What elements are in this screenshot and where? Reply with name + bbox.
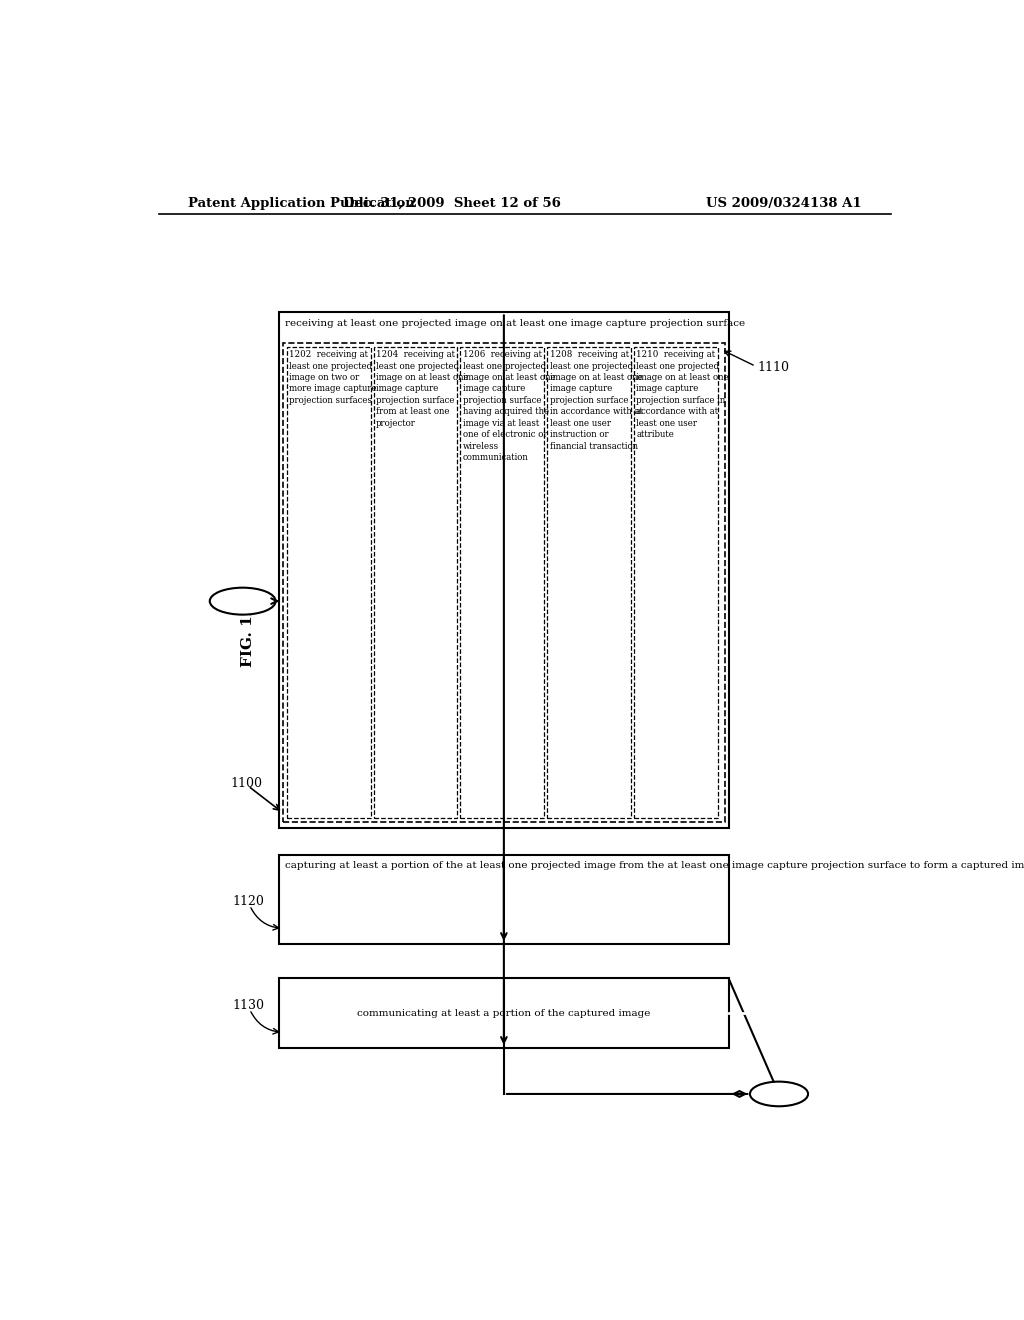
Bar [461, 347, 544, 818]
Text: End: End [766, 1088, 792, 1101]
Bar [287, 347, 371, 818]
Text: 1130: 1130 [232, 999, 264, 1012]
Bar [280, 313, 729, 829]
Text: 1210  receiving at
least one projected
image on at least one
image capture
proje: 1210 receiving at least one projected im… [636, 350, 729, 440]
Text: 1206  receiving at
least one projected
image on at least one
image capture
proje: 1206 receiving at least one projected im… [463, 350, 555, 462]
Text: Start: Start [226, 594, 259, 607]
Text: capturing at least a portion of the at least one projected image from the at lea: capturing at least a portion of the at l… [286, 862, 1024, 870]
Text: Patent Application Publication: Patent Application Publication [188, 197, 415, 210]
Bar [283, 343, 725, 822]
Ellipse shape [210, 587, 275, 615]
Text: 1208  receiving at
least one projected
image on at least one
image capture
proje: 1208 receiving at least one projected im… [550, 350, 642, 450]
Text: 1202  receiving at
least one projected
image on two or
more image capture
projec: 1202 receiving at least one projected im… [289, 350, 377, 405]
Bar [547, 347, 631, 818]
Bar [280, 978, 729, 1048]
Text: receiving at least one projected image on at least one image capture projection : receiving at least one projected image o… [286, 318, 745, 327]
Bar [374, 347, 458, 818]
Text: Dec. 31, 2009  Sheet 12 of 56: Dec. 31, 2009 Sheet 12 of 56 [343, 197, 561, 210]
Text: FIG. 12: FIG. 12 [241, 605, 255, 667]
Text: communicating at least a portion of the captured image: communicating at least a portion of the … [357, 1008, 650, 1018]
Ellipse shape [750, 1081, 808, 1106]
Text: 1204  receiving at
least one projected
image on at least one
image capture
proje: 1204 receiving at least one projected im… [376, 350, 469, 428]
Bar [280, 855, 729, 944]
Text: US 2009/0324138 A1: US 2009/0324138 A1 [706, 197, 861, 210]
Text: 1110: 1110 [758, 362, 790, 375]
Text: 1120: 1120 [232, 895, 264, 908]
Text: 1100: 1100 [230, 777, 262, 791]
Bar [634, 347, 718, 818]
